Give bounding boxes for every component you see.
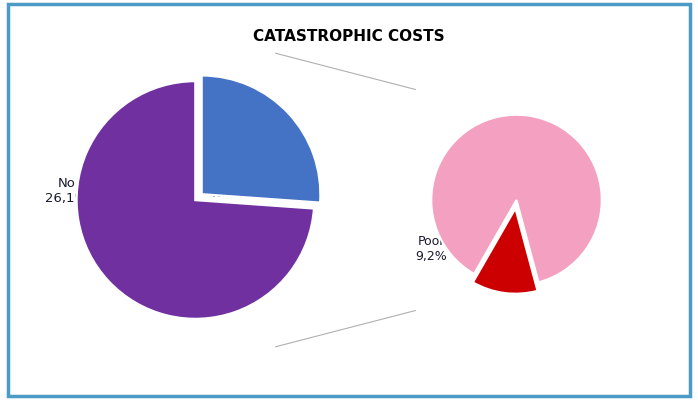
FancyBboxPatch shape [8,5,690,396]
Wedge shape [473,209,537,294]
Wedge shape [77,82,314,319]
Text: Poor
9,2%: Poor 9,2% [415,235,447,263]
Text: Non-Poor
64,6%: Non-Poor 64,6% [526,180,584,209]
Wedge shape [431,115,602,283]
Text: CATASTROPHIC COSTS: CATASTROPHIC COSTS [253,28,445,44]
Wedge shape [202,76,320,203]
Text: No
26,1%: No 26,1% [45,176,87,205]
Text: Yes
73,8%: Yes 73,8% [199,186,241,215]
